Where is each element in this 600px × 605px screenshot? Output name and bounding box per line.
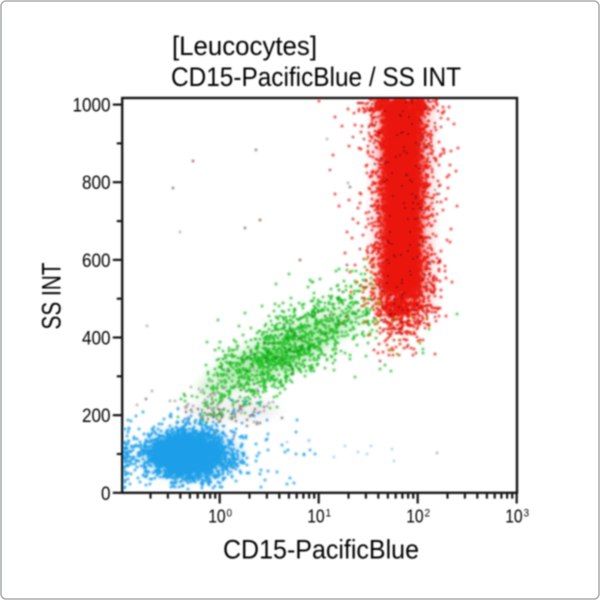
svg-text:0: 0 [227, 508, 233, 520]
svg-text:400: 400 [82, 329, 111, 350]
svg-text:1000: 1000 [73, 96, 111, 117]
svg-text:10: 10 [406, 507, 424, 527]
svg-text:2: 2 [425, 508, 431, 520]
svg-text:3: 3 [524, 508, 530, 520]
svg-text:10: 10 [208, 507, 226, 527]
svg-text:SS INT: SS INT [37, 263, 67, 330]
svg-text:600: 600 [82, 251, 111, 272]
svg-text:0: 0 [101, 484, 111, 505]
svg-text:800: 800 [82, 173, 111, 194]
svg-text:[Leucocytes]: [Leucocytes] [172, 31, 317, 61]
svg-text:200: 200 [82, 406, 111, 427]
svg-text:CD15-PacificBlue / SS INT: CD15-PacificBlue / SS INT [171, 62, 461, 92]
svg-text:CD15-PacificBlue: CD15-PacificBlue [223, 534, 419, 564]
svg-text:10: 10 [505, 507, 523, 527]
svg-text:1: 1 [326, 508, 332, 520]
svg-text:10: 10 [307, 507, 325, 527]
